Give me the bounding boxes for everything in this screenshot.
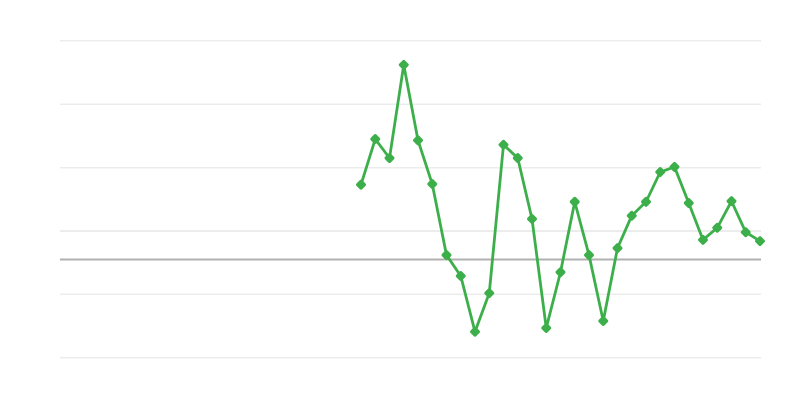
data-point-marker[interactable]	[754, 235, 765, 247]
data-point-marker[interactable]	[640, 196, 651, 207]
data-point-marker[interactable]	[455, 270, 466, 281]
data-point-marker[interactable]	[740, 227, 751, 238]
data-point-marker[interactable]	[469, 326, 480, 337]
data-point-marker[interactable]	[484, 287, 495, 299]
data-point-marker[interactable]	[398, 59, 409, 70]
data-point-marker[interactable]	[626, 210, 637, 221]
data-point-marker[interactable]	[669, 161, 680, 172]
data-point-markers	[355, 59, 765, 337]
data-point-marker[interactable]	[598, 315, 609, 326]
data-point-marker[interactable]	[355, 179, 366, 190]
data-point-marker[interactable]	[412, 135, 423, 146]
data-point-marker[interactable]	[427, 178, 438, 189]
data-point-marker[interactable]	[555, 267, 566, 278]
data-point-marker[interactable]	[697, 234, 708, 245]
data-point-marker[interactable]	[541, 322, 552, 333]
data-point-marker[interactable]	[683, 197, 694, 208]
data-point-marker[interactable]	[583, 249, 594, 260]
data-point-marker[interactable]	[526, 213, 537, 224]
data-point-marker[interactable]	[384, 152, 395, 163]
gridlines	[60, 39, 761, 359]
data-point-marker[interactable]	[441, 249, 452, 260]
data-point-marker[interactable]	[726, 196, 737, 207]
data-point-marker[interactable]	[612, 242, 623, 254]
data-point-marker[interactable]	[498, 139, 509, 150]
data-point-marker[interactable]	[712, 222, 723, 233]
data-point-marker[interactable]	[370, 133, 381, 144]
data-point-marker[interactable]	[655, 166, 666, 177]
data-point-marker[interactable]	[569, 196, 580, 207]
data-point-marker[interactable]	[512, 152, 523, 163]
